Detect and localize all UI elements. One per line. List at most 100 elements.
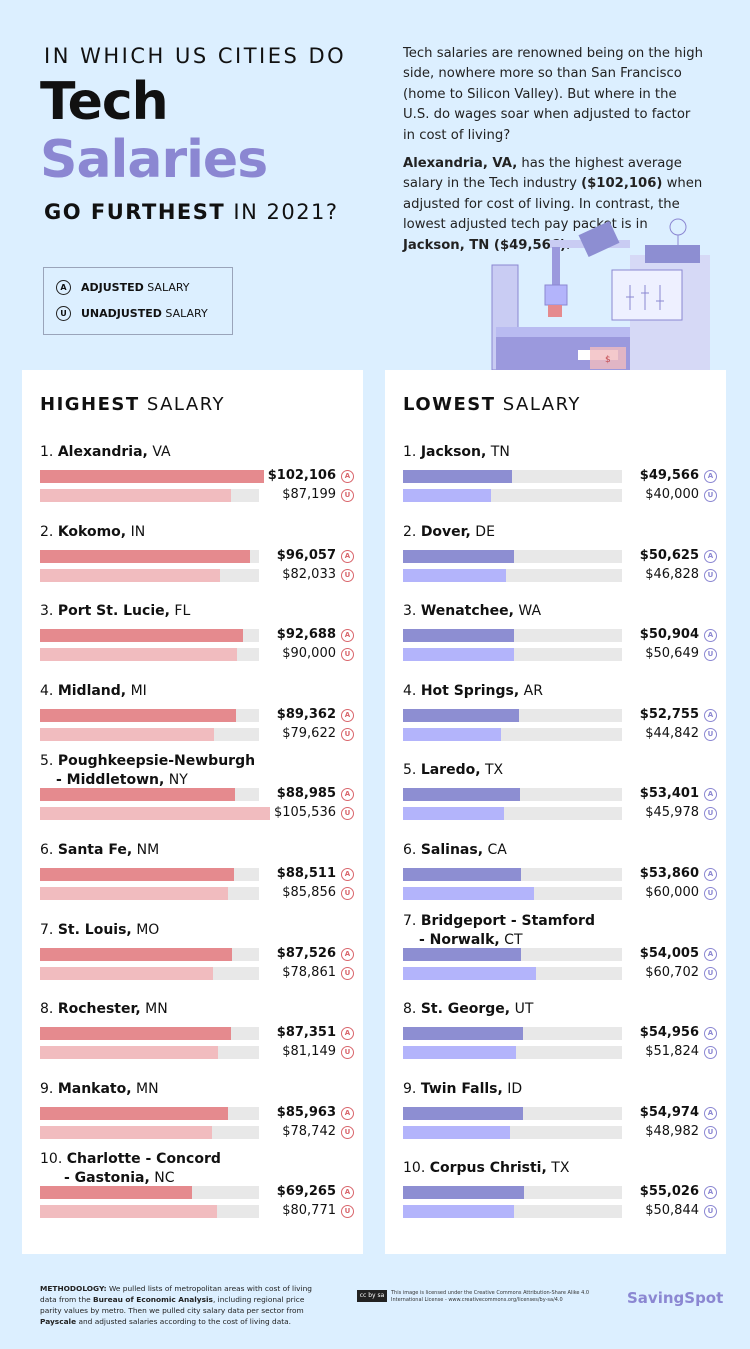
city: Salinas, bbox=[420, 842, 484, 858]
state: MI bbox=[126, 682, 147, 699]
city-name: 8. Rochester, MN bbox=[40, 1000, 360, 1019]
unadjusted-value: $46,828 bbox=[645, 566, 699, 582]
unadjusted-value: $80,771 bbox=[282, 1203, 336, 1219]
unadjusted-icon: U bbox=[341, 966, 354, 980]
adjusted-bar bbox=[40, 708, 236, 722]
salary-entry: 10. Charlotte - Concord - Gastonia, NC $69… bbox=[40, 1150, 360, 1219]
unadjusted-icon: U bbox=[341, 489, 354, 502]
adjusted-bar bbox=[403, 947, 522, 961]
salary-entry: 3. Wenatchee, WA $50,904 A $50,649 U bbox=[403, 602, 723, 662]
city: Santa Fe, bbox=[57, 842, 133, 858]
intro-paragraph-1: Tech salaries are renowned being on the … bbox=[403, 46, 703, 143]
unadjusted-bar bbox=[40, 807, 270, 821]
unadjusted-value: $79,622 bbox=[282, 725, 336, 741]
city: Bridgeport - Stamford bbox=[420, 912, 595, 929]
lowest-salary-panel: LOWEST SALARY 1. Jackson, TN $49,566 A $40,… bbox=[385, 370, 726, 1254]
city-name: 4. Hot Springs, AR bbox=[403, 682, 723, 701]
rank: 3. bbox=[403, 603, 417, 620]
highest-title-bold: HIGHEST bbox=[40, 394, 140, 415]
unadjusted-row: $90,000 U bbox=[40, 646, 360, 662]
legend-adjusted-bold: ADJUSTED bbox=[81, 281, 144, 294]
unadjusted-icon: U bbox=[704, 489, 717, 502]
headline-bottom-rest: IN 2021? bbox=[225, 200, 339, 224]
adjusted-value: $54,005 bbox=[639, 945, 699, 961]
unadjusted-bar bbox=[403, 648, 514, 662]
unadjusted-row: $82,033 U bbox=[40, 567, 360, 582]
salary-entry: 5. Poughkeepsie-Newburgh - Middletown, NY… bbox=[40, 752, 360, 821]
legend-unadjusted-label: UNADJUSTED SALARY bbox=[81, 307, 208, 320]
salary-entry: 2. Kokomo, IN $96,057 A $82,033 U bbox=[40, 523, 360, 582]
salary-entry: 4. Midland, MI $89,362 A $79,622 U bbox=[40, 682, 360, 741]
adjusted-value: $54,974 bbox=[639, 1104, 699, 1120]
adjusted-bar bbox=[40, 868, 234, 881]
unadjusted-row: $85,856 U bbox=[40, 885, 360, 900]
city-name: 10. Corpus Christi, TX bbox=[403, 1159, 723, 1178]
city: Corpus Christi, bbox=[429, 1160, 547, 1177]
unadjusted-value: $51,824 bbox=[645, 1044, 699, 1060]
city-name: 6. Santa Fe, NM bbox=[40, 841, 360, 860]
methodology-bold-1: Bureau of Economic Analysis bbox=[93, 1295, 213, 1304]
unadjusted-icon: U bbox=[341, 807, 354, 821]
headline-bottom: GO FURTHEST IN 2021? bbox=[44, 200, 339, 224]
unadjusted-value: $78,861 bbox=[282, 964, 336, 980]
unadjusted-value: $78,742 bbox=[282, 1123, 336, 1139]
adjusted-value: $92,688 bbox=[276, 627, 336, 643]
lowest-salary-title: LOWEST SALARY bbox=[403, 394, 581, 415]
city-name: 3. Port St. Lucie, FL bbox=[40, 602, 360, 621]
unadjusted-bar bbox=[40, 1046, 218, 1060]
headline-salaries: Salaries bbox=[40, 130, 268, 190]
salary-entry: 7. Bridgeport - Stamford - Norwalk, CT $54… bbox=[403, 912, 723, 980]
adjusted-value: $52,755 bbox=[639, 706, 699, 722]
city-name: 5. Poughkeepsie-Newburgh bbox=[40, 752, 360, 771]
city-name: 8. St. George, UT bbox=[403, 1000, 723, 1019]
state: IN bbox=[126, 523, 146, 540]
adjusted-row: $89,362 A bbox=[40, 707, 360, 722]
highest-title-rest: SALARY bbox=[139, 394, 226, 415]
adjusted-row: $88,511 A bbox=[40, 866, 360, 881]
adjusted-value: $50,625 bbox=[639, 547, 699, 563]
adjusted-bar bbox=[40, 470, 264, 483]
intro-bold-3: Jackson, TN ($49,566) bbox=[403, 237, 567, 253]
unadjusted-icon: U bbox=[704, 1205, 717, 1219]
license-text: This image is licensed under the Creativ… bbox=[391, 1290, 590, 1303]
unadjusted-icon: U bbox=[341, 648, 354, 662]
adjusted-icon: A bbox=[704, 788, 717, 802]
unadjusted-bar bbox=[403, 966, 536, 980]
salary-entry: 1. Alexandria, VA $102,106 A $87,199 U bbox=[40, 443, 360, 502]
city: Wenatchee, bbox=[420, 603, 514, 620]
unadjusted-row: $78,861 U bbox=[40, 964, 360, 980]
city: Hot Springs, bbox=[420, 682, 520, 699]
unadjusted-value: $50,649 bbox=[645, 646, 699, 662]
unadjusted-row: $60,702 U bbox=[403, 965, 723, 980]
state: MN bbox=[140, 1001, 168, 1018]
unadjusted-bar bbox=[40, 966, 213, 980]
unadjusted-bar bbox=[403, 1046, 517, 1060]
city: Twin Falls, bbox=[420, 1080, 503, 1097]
adjusted-value: $85,963 bbox=[276, 1104, 336, 1120]
adjusted-value: $102,106 bbox=[267, 468, 336, 483]
state: NY bbox=[164, 772, 188, 789]
legend-unadjusted: U UNADJUSTED SALARY bbox=[56, 306, 208, 321]
salary-entry: 2. Dover, DE $50,625 A $46,828 U bbox=[403, 523, 723, 582]
city-name: 1. Jackson, TN bbox=[403, 443, 723, 462]
lowest-title-bold: LOWEST bbox=[403, 394, 496, 415]
city: Laredo, bbox=[420, 762, 481, 779]
unadjusted-row: $60,000 U bbox=[403, 885, 723, 900]
unadjusted-bar bbox=[40, 648, 238, 662]
adjusted-bar bbox=[403, 1027, 524, 1041]
salary-entry: 6. Santa Fe, NM $88,511 A $85,856 U bbox=[40, 841, 360, 900]
state: AR bbox=[519, 682, 543, 699]
unadjusted-row: $80,771 U bbox=[40, 1203, 360, 1219]
methodology-text-1: We pulled lists of metropolitan areas wi… bbox=[40, 1284, 312, 1304]
unadjusted-bar bbox=[403, 887, 535, 900]
methodology-bold-2: Payscale bbox=[40, 1317, 77, 1326]
adjusted-icon: A bbox=[704, 1106, 717, 1120]
unadjusted-icon: U bbox=[704, 568, 717, 582]
rank: 3. bbox=[40, 603, 54, 620]
adjusted-value: $88,985 bbox=[276, 786, 336, 802]
state: NM bbox=[132, 842, 160, 858]
methodology-note: METHODOLOGY: We pulled lists of metropol… bbox=[40, 1283, 320, 1327]
adjusted-icon: A bbox=[56, 280, 71, 295]
unadjusted-value: $40,000 bbox=[645, 487, 699, 502]
unadjusted-icon: U bbox=[341, 568, 354, 582]
